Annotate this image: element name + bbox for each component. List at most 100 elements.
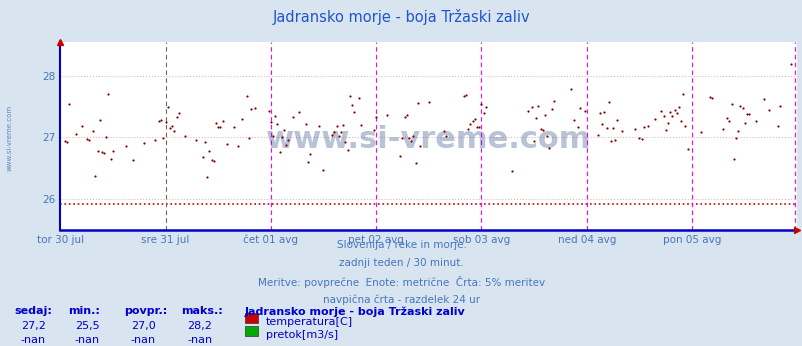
Point <box>468 117 480 122</box>
Point <box>571 125 584 130</box>
Point <box>573 105 586 110</box>
Text: -nan: -nan <box>75 335 99 345</box>
Point <box>667 107 680 112</box>
Point <box>505 168 518 174</box>
Point <box>654 109 667 114</box>
Point <box>641 124 654 129</box>
Point <box>457 93 470 99</box>
Point <box>476 111 489 116</box>
Point <box>634 136 647 142</box>
Text: min.:: min.: <box>68 306 100 316</box>
Point <box>479 104 492 110</box>
Point <box>87 128 99 134</box>
Point <box>209 120 222 126</box>
Point <box>527 138 540 144</box>
Point <box>409 161 422 166</box>
Point <box>203 149 216 154</box>
Point <box>168 128 180 134</box>
Point <box>302 160 314 165</box>
Point <box>266 133 279 139</box>
Text: temperatura[C]: temperatura[C] <box>265 317 352 327</box>
Point <box>262 108 275 113</box>
Point <box>475 101 488 107</box>
Point <box>656 113 669 119</box>
Point <box>137 140 150 146</box>
Point <box>75 123 88 128</box>
Point <box>715 126 728 132</box>
Point <box>674 118 687 124</box>
Point <box>761 107 774 113</box>
Text: povpr.:: povpr.: <box>124 306 168 316</box>
Point <box>231 143 244 148</box>
Text: Jadransko morje - boja Tržaski zaliv: Jadransko morje - boja Tržaski zaliv <box>273 9 529 25</box>
Point <box>240 93 253 98</box>
Point <box>437 128 450 133</box>
Text: 25,5: 25,5 <box>75 321 99 331</box>
Point <box>422 99 435 104</box>
Point <box>541 133 553 139</box>
Point <box>661 120 674 126</box>
Point <box>245 107 257 112</box>
Point <box>533 126 546 131</box>
Point <box>179 134 192 139</box>
Point <box>172 110 185 116</box>
Text: navpična črta - razdelek 24 ur: navpična črta - razdelek 24 ur <box>322 294 480 305</box>
Point <box>665 113 678 119</box>
Point <box>273 149 286 155</box>
Point <box>724 101 737 107</box>
Point <box>330 124 342 129</box>
Point <box>58 138 71 143</box>
Point <box>279 143 292 148</box>
Point <box>470 124 483 129</box>
Point <box>748 118 761 124</box>
Text: -nan: -nan <box>21 335 46 345</box>
Point <box>400 112 413 118</box>
Point <box>466 118 479 124</box>
Point <box>632 135 645 141</box>
Point <box>380 112 393 118</box>
Point <box>200 174 213 180</box>
Point <box>293 109 306 115</box>
Point <box>663 109 676 115</box>
Point <box>165 124 178 129</box>
Point <box>63 101 75 107</box>
Point <box>704 95 717 101</box>
Point <box>464 121 476 127</box>
Point <box>604 138 617 144</box>
Point <box>159 119 172 125</box>
Point <box>678 123 691 128</box>
Point <box>577 109 590 114</box>
Point <box>275 135 288 140</box>
Point <box>529 115 542 120</box>
Point <box>312 124 325 129</box>
Point <box>602 99 614 105</box>
Point <box>367 127 380 132</box>
Text: zadnji teden / 30 minut.: zadnji teden / 30 minut. <box>338 258 464 268</box>
Text: -nan: -nan <box>131 335 156 345</box>
Point <box>542 145 555 151</box>
Point <box>99 134 112 140</box>
Point <box>703 94 715 100</box>
Point <box>565 86 577 92</box>
Point <box>413 144 426 149</box>
Point <box>332 134 345 139</box>
Point <box>733 103 746 109</box>
Point <box>461 127 474 132</box>
Point <box>595 121 608 127</box>
Point <box>189 137 202 143</box>
Point <box>221 141 233 147</box>
Point <box>336 122 349 127</box>
Text: Meritve: povprečne  Enote: metrične  Črta: 5% meritev: Meritve: povprečne Enote: metrične Črta:… <box>257 276 545 289</box>
Point <box>198 139 211 145</box>
Point <box>213 124 226 130</box>
Point <box>170 114 183 119</box>
Point <box>212 125 225 130</box>
Point <box>784 61 796 67</box>
Point <box>729 135 742 140</box>
Point <box>282 137 294 142</box>
Point <box>338 139 351 145</box>
Point <box>98 151 111 156</box>
Text: pretok[m3/s]: pretok[m3/s] <box>265 330 338 340</box>
Text: maks.:: maks.: <box>180 306 222 316</box>
Text: 27,2: 27,2 <box>21 321 46 331</box>
